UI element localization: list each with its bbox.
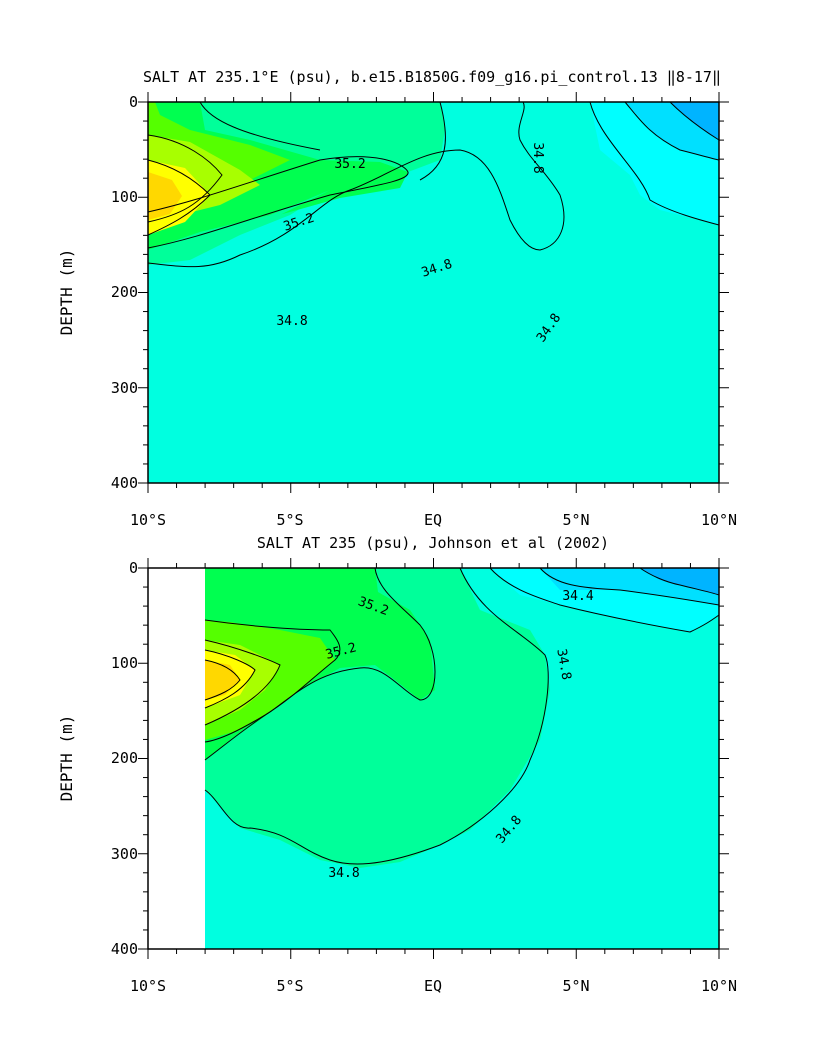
contour-fills [205, 568, 719, 949]
x-tick-label: 5°N [562, 511, 589, 529]
fill-34.4 [640, 568, 719, 595]
x-tick-label: 10°N [701, 511, 737, 529]
x-tick-label: 5°N [562, 977, 589, 995]
y-axis-label: DEPTH (m) [57, 249, 76, 336]
y-tick-label: 400 [111, 940, 138, 958]
x-tick-label: 10°S [130, 977, 166, 995]
x-tick-label: 10°N [701, 977, 737, 995]
fill-34.4 [670, 102, 719, 140]
y-tick-label: 200 [111, 749, 138, 767]
y-tick-label: 400 [111, 474, 138, 492]
axis-ticks [138, 558, 729, 959]
x-tick-label: 5°S [276, 977, 303, 995]
y-tick-label: 100 [111, 188, 138, 206]
contour-label: 35.2 [334, 157, 365, 172]
contour-label: 34.8 [530, 142, 545, 173]
x-tick-label: EQ [424, 511, 442, 529]
y-tick-label: 100 [111, 654, 138, 672]
contour-lines [204, 567, 720, 865]
contour-label: 34.8 [553, 648, 573, 681]
x-tick-label: 5°S [276, 511, 303, 529]
fill-35.6 [148, 172, 182, 220]
y-tick-label: 0 [129, 93, 138, 111]
y-tick-label: 300 [111, 845, 138, 863]
y-tick-label: 300 [111, 379, 138, 397]
x-tick-label: EQ [424, 977, 442, 995]
panel-bottom: SALT AT 235 (psu), Johnson et al (2002) [57, 534, 737, 995]
axis-ticks [138, 92, 729, 493]
contour-label: 34.4 [562, 589, 593, 604]
fill-35.0-low [148, 190, 330, 265]
panel-top: SALT AT 235.1°E (psu), b.e15.B1850G.f09_… [57, 68, 737, 529]
contour-lines [147, 101, 720, 268]
x-tick-label: 10°S [130, 511, 166, 529]
y-tick-label: 0 [129, 559, 138, 577]
contour-fills [148, 102, 719, 483]
contour-label: 34.8 [276, 314, 307, 329]
y-axis-label: DEPTH (m) [57, 715, 76, 802]
y-tick-label: 200 [111, 283, 138, 301]
chart-title: SALT AT 235 (psu), Johnson et al (2002) [257, 534, 609, 552]
chart-title: SALT AT 235.1°E (psu), b.e15.B1850G.f09_… [143, 68, 721, 86]
contour-label: 34.8 [328, 866, 359, 881]
